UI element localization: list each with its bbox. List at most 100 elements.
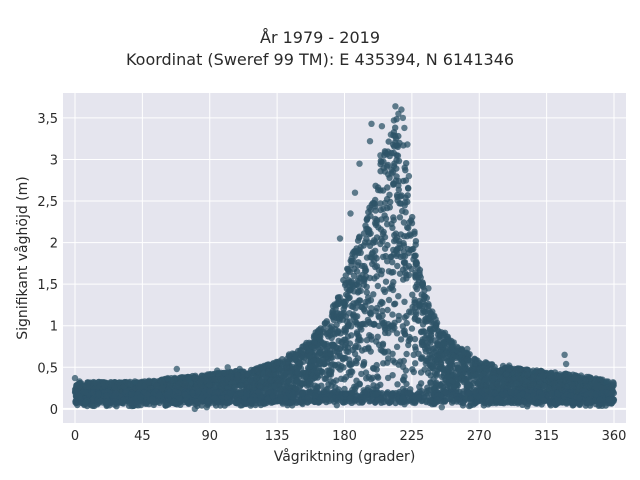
data-point [387,253,394,261]
data-point [367,333,375,340]
data-point [373,273,380,280]
data-point [390,322,397,329]
data-point [363,375,370,382]
data-point [395,293,402,300]
data-point [373,304,381,312]
data-point [220,369,228,377]
data-point [405,263,413,270]
data-point [392,139,399,146]
data-point [513,379,520,387]
data-point [385,138,392,145]
data-point [404,192,411,199]
data-point [380,360,387,367]
data-point [411,296,418,303]
data-point [357,243,364,251]
data-point [269,363,276,371]
data-point [396,214,404,221]
data-point [491,374,498,382]
data-point [355,259,362,266]
data-point [436,348,444,356]
data-point [395,312,402,320]
data-point [82,389,89,396]
data-point [316,334,323,341]
data-point [419,281,427,288]
data-point [309,372,316,379]
data-point [274,379,282,387]
data-point [280,378,287,385]
data-point [387,198,394,206]
data-point [360,230,368,237]
data-point [545,385,553,392]
data-point [384,306,391,314]
data-point [442,349,450,357]
data-point [472,371,480,379]
data-point [582,377,589,384]
chart-title-line-1: År 1979 - 2019 [260,28,380,47]
data-point [253,374,260,382]
data-point [363,283,370,290]
data-point [537,394,545,401]
data-point [381,322,388,329]
data-point [323,318,330,325]
data-point [306,363,314,370]
data-point [415,350,422,357]
data-point [418,328,425,335]
data-point [437,360,445,367]
data-point [393,165,400,172]
data-point [408,325,416,332]
data-point [471,359,479,367]
data-point [123,388,130,395]
data-point [463,356,471,363]
data-point [384,184,391,191]
data-point [356,233,363,240]
data-point [342,280,349,287]
data-point [391,237,398,245]
data-point [410,245,417,253]
data-point [163,402,170,409]
data-point [355,283,362,290]
data-point [379,340,387,347]
data-point [494,380,501,388]
data-point [153,382,160,390]
data-point [587,390,594,397]
data-point [314,327,322,335]
data-point [573,375,580,382]
data-point [330,342,337,349]
data-point [397,358,404,365]
data-point [594,382,601,389]
data-point [256,382,264,390]
data-point [454,347,461,354]
data-point [574,383,581,390]
data-point [356,336,363,344]
data-point [563,370,570,378]
data-point [177,374,184,381]
data-point [328,367,335,374]
data-point [396,270,404,277]
data-point [337,330,344,337]
data-point [432,380,439,388]
data-point [278,365,285,373]
data-point [243,391,250,398]
data-point [351,247,359,254]
data-point [237,382,245,389]
data-point [424,313,432,320]
data-point [378,298,385,306]
data-point [345,267,352,274]
data-point [372,263,379,271]
data-point [539,372,547,379]
data-point [373,366,380,373]
data-point [519,390,526,398]
data-point [394,250,401,258]
data-point [372,203,379,210]
data-point [381,212,388,219]
data-point [389,395,396,402]
data-point [428,355,435,362]
data-point [418,355,426,362]
data-point [338,338,345,346]
data-point [265,370,272,377]
data-point [425,345,432,352]
data-point [293,368,301,376]
data-point [438,380,446,387]
data-point [401,330,408,338]
